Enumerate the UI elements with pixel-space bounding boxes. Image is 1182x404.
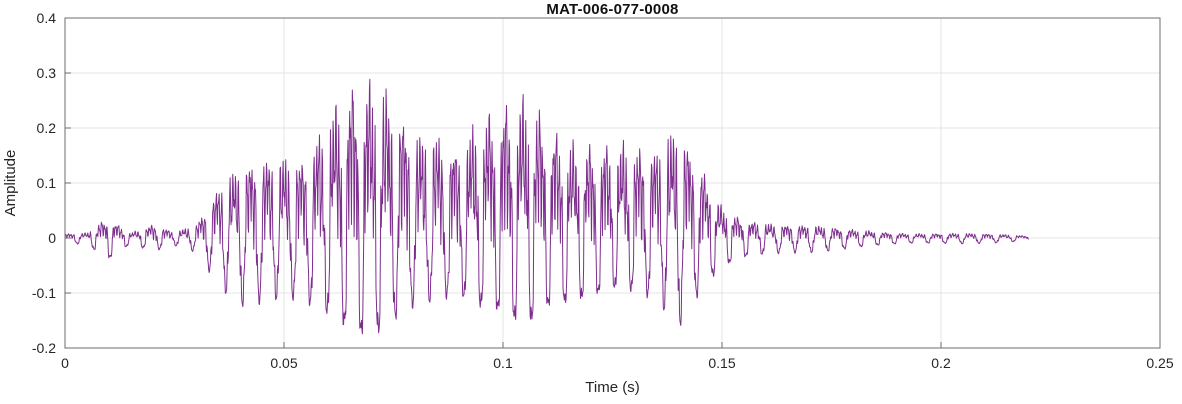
y-tick-label: 0.3 — [37, 65, 57, 81]
y-tick-label: -0.1 — [32, 285, 56, 301]
waveform-path — [64, 78, 1030, 335]
x-tick-label: 0.1 — [493, 355, 513, 371]
y-tick-label: 0 — [48, 230, 56, 246]
x-tick-label: 0.2 — [931, 355, 951, 371]
y-tick-label: -0.2 — [32, 340, 56, 356]
y-tick-label: 0.1 — [37, 175, 57, 191]
x-axis-label: Time (s) — [585, 379, 639, 396]
chart-title: MAT-006-077-0008 — [546, 1, 679, 18]
x-tick-label: 0.05 — [270, 355, 297, 371]
y-tick-label: 0.2 — [37, 120, 57, 136]
y-axis-label: Amplitude — [2, 150, 19, 217]
x-tick-label: 0.25 — [1146, 355, 1173, 371]
y-tick-label: 0.4 — [37, 10, 57, 26]
x-tick-label: 0 — [61, 355, 69, 371]
x-tick-label: 0.15 — [708, 355, 735, 371]
